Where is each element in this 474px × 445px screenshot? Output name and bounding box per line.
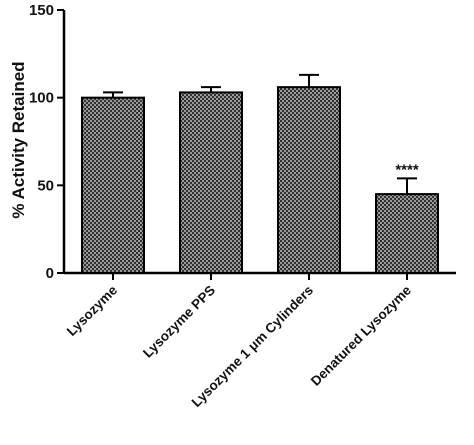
y-tick-label-150: 150 [29,2,54,19]
y-tick-label-50: 50 [37,177,54,194]
bar-1 [179,91,243,275]
bar-2 [277,86,341,274]
x-category-label-1: Lysozyme PPS [140,283,218,361]
significance-label-3: **** [395,161,419,178]
bar-3 [375,193,439,275]
x-category-label-3: Denatured Lysozyme [308,282,415,389]
x-category-label-0: Lysozyme [64,282,121,339]
y-tick-label-100: 100 [29,90,54,107]
y-tick-label-0: 0 [46,265,54,282]
bar-0 [81,96,145,274]
y-axis-title: % Activity Retained [9,61,28,218]
